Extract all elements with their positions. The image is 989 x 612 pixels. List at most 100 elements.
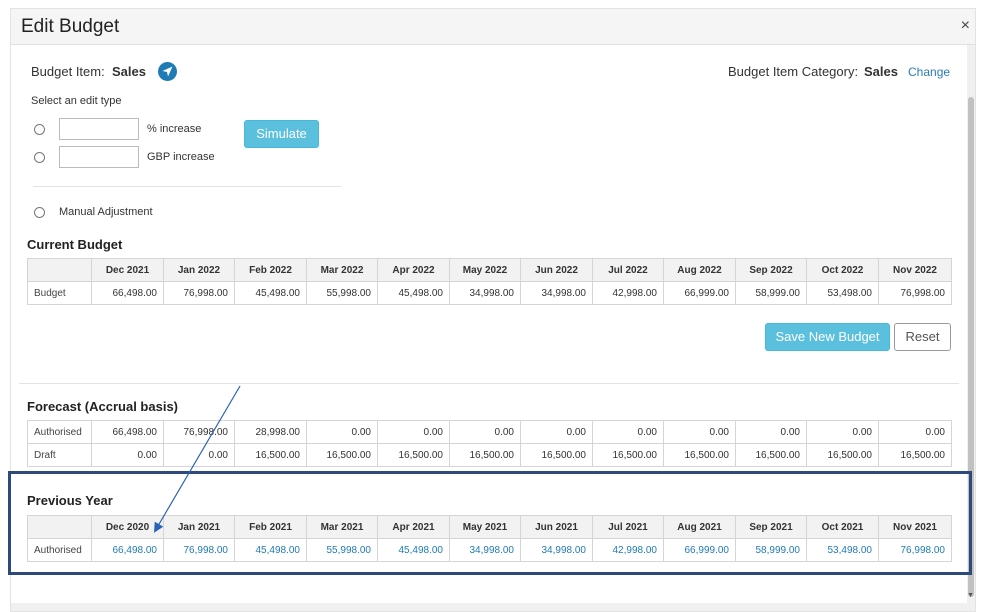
table-cell: 0.00 [449, 420, 521, 444]
close-icon[interactable]: × [960, 17, 970, 34]
column-header: Aug 2022 [663, 258, 736, 282]
edit-type-divider [33, 186, 341, 187]
table-cell: 76,998.00 [163, 281, 235, 305]
table-cell: 34,998.00 [449, 281, 521, 305]
budget-item-value: Sales [112, 64, 146, 79]
column-header: Jul 2021 [592, 515, 664, 539]
table-cell: 16,500.00 [234, 443, 307, 467]
column-header: Apr 2022 [377, 258, 450, 282]
table-cell-link[interactable]: 34,998.00 [449, 538, 521, 562]
column-header: Sep 2022 [735, 258, 807, 282]
forecast-title: Forecast (Accrual basis) [27, 399, 179, 414]
previous-year-table: Dec 2020 Jan 2021 Feb 2021 Mar 2021 Apr … [27, 515, 952, 562]
forecast-table: Authorised 66,498.00 76,998.00 28,998.00… [27, 420, 952, 467]
table-cell: 55,998.00 [306, 281, 378, 305]
table-cell-link[interactable]: 34,998.00 [520, 538, 593, 562]
budget-item-label: Budget Item: [31, 64, 105, 79]
percent-increase-radio[interactable] [34, 124, 45, 135]
table-cell: 16,500.00 [878, 443, 952, 467]
table-cell: 45,498.00 [377, 281, 450, 305]
section-divider [19, 383, 959, 384]
change-category-link[interactable]: Change [908, 65, 951, 79]
column-header: Feb 2022 [234, 258, 307, 282]
row-label: Budget [27, 281, 92, 305]
column-header: Dec 2021 [91, 258, 164, 282]
table-header-row: Dec 2020 Jan 2021 Feb 2021 Mar 2021 Apr … [27, 515, 952, 539]
table-cell: 0.00 [163, 443, 235, 467]
table-cell-link[interactable]: 76,998.00 [163, 538, 235, 562]
gbp-increase-radio[interactable] [34, 152, 45, 163]
previous-year-title: Previous Year [27, 493, 113, 508]
column-header: May 2021 [449, 515, 521, 539]
table-cell: 16,500.00 [663, 443, 736, 467]
table-cell: 76,998.00 [878, 281, 952, 305]
table-cell-link[interactable]: 42,998.00 [592, 538, 664, 562]
current-budget-table: Dec 2021 Jan 2022 Feb 2022 Mar 2022 Apr … [27, 258, 952, 305]
vertical-scrollbar-thumb[interactable] [968, 97, 974, 597]
table-cell: 42,998.00 [592, 281, 664, 305]
manual-adjustment-radio[interactable] [34, 207, 45, 218]
table-row: Draft 0.00 0.00 16,500.00 16,500.00 16,5… [27, 443, 952, 467]
save-new-budget-button[interactable]: Save New Budget [765, 323, 890, 351]
table-cell: 0.00 [306, 420, 378, 444]
gbp-increase-input[interactable] [59, 146, 139, 168]
current-budget-title: Current Budget [27, 237, 123, 252]
table-cell: 0.00 [377, 420, 450, 444]
table-cell-link[interactable]: 45,498.00 [234, 538, 307, 562]
table-cell: 16,500.00 [592, 443, 664, 467]
table-cell: 0.00 [735, 420, 807, 444]
column-header: Oct 2021 [806, 515, 879, 539]
horizontal-scrollbar[interactable] [11, 603, 969, 611]
scroll-down-arrow-icon[interactable]: ▼ [967, 592, 974, 599]
simulate-button[interactable]: Simulate [244, 120, 319, 148]
column-header: Feb 2021 [234, 515, 307, 539]
column-header: Jul 2022 [592, 258, 664, 282]
table-cell: 0.00 [91, 443, 164, 467]
column-header: Jun 2021 [520, 515, 593, 539]
table-cell: 66,498.00 [91, 420, 164, 444]
table-cell-link[interactable]: 55,998.00 [306, 538, 378, 562]
table-cell: 53,498.00 [806, 281, 879, 305]
percent-increase-label: % increase [147, 123, 202, 135]
edit-type-prompt: Select an edit type [31, 95, 122, 107]
modal-header: Edit Budget × [11, 9, 975, 45]
table-cell: 16,500.00 [449, 443, 521, 467]
table-cell: 16,500.00 [306, 443, 378, 467]
table-cell: 16,500.00 [735, 443, 807, 467]
column-header [27, 258, 92, 282]
column-header: Mar 2022 [306, 258, 378, 282]
table-cell-link[interactable]: 53,498.00 [806, 538, 879, 562]
table-cell-link[interactable]: 66,498.00 [91, 538, 164, 562]
reset-button[interactable]: Reset [894, 323, 951, 351]
percent-increase-input[interactable] [59, 118, 139, 140]
modal-title: Edit Budget [21, 16, 120, 37]
table-cell: 0.00 [592, 420, 664, 444]
column-header: Apr 2021 [377, 515, 450, 539]
table-row: Budget 66,498.00 76,998.00 45,498.00 55,… [27, 281, 952, 305]
table-cell: 0.00 [878, 420, 952, 444]
table-cell-link[interactable]: 58,999.00 [735, 538, 807, 562]
table-cell-link[interactable]: 76,998.00 [878, 538, 952, 562]
table-cell: 16,500.00 [806, 443, 879, 467]
column-header: Mar 2021 [306, 515, 378, 539]
table-row: Authorised 66,498.00 76,998.00 28,998.00… [27, 420, 952, 444]
previous-year-highlight-box [8, 471, 972, 575]
table-cell: 58,999.00 [735, 281, 807, 305]
row-label: Authorised [27, 420, 92, 444]
table-header-row: Dec 2021 Jan 2022 Feb 2022 Mar 2022 Apr … [27, 258, 952, 282]
column-header: Sep 2021 [735, 515, 807, 539]
column-header: Oct 2022 [806, 258, 879, 282]
table-cell: 34,998.00 [520, 281, 593, 305]
navigate-icon[interactable] [158, 62, 177, 81]
budget-category-label: Budget Item Category: [728, 64, 859, 79]
table-cell: 28,998.00 [234, 420, 307, 444]
manual-adjustment-label: Manual Adjustment [59, 206, 153, 218]
vertical-scrollbar[interactable]: ▼ [967, 45, 975, 611]
table-cell-link[interactable]: 45,498.00 [377, 538, 450, 562]
table-cell: 66,498.00 [91, 281, 164, 305]
column-header: Jun 2022 [520, 258, 593, 282]
row-label: Authorised [27, 538, 92, 562]
row-label: Draft [27, 443, 92, 467]
gbp-increase-label: GBP increase [147, 151, 215, 163]
budget-category-value: Sales [864, 64, 898, 79]
